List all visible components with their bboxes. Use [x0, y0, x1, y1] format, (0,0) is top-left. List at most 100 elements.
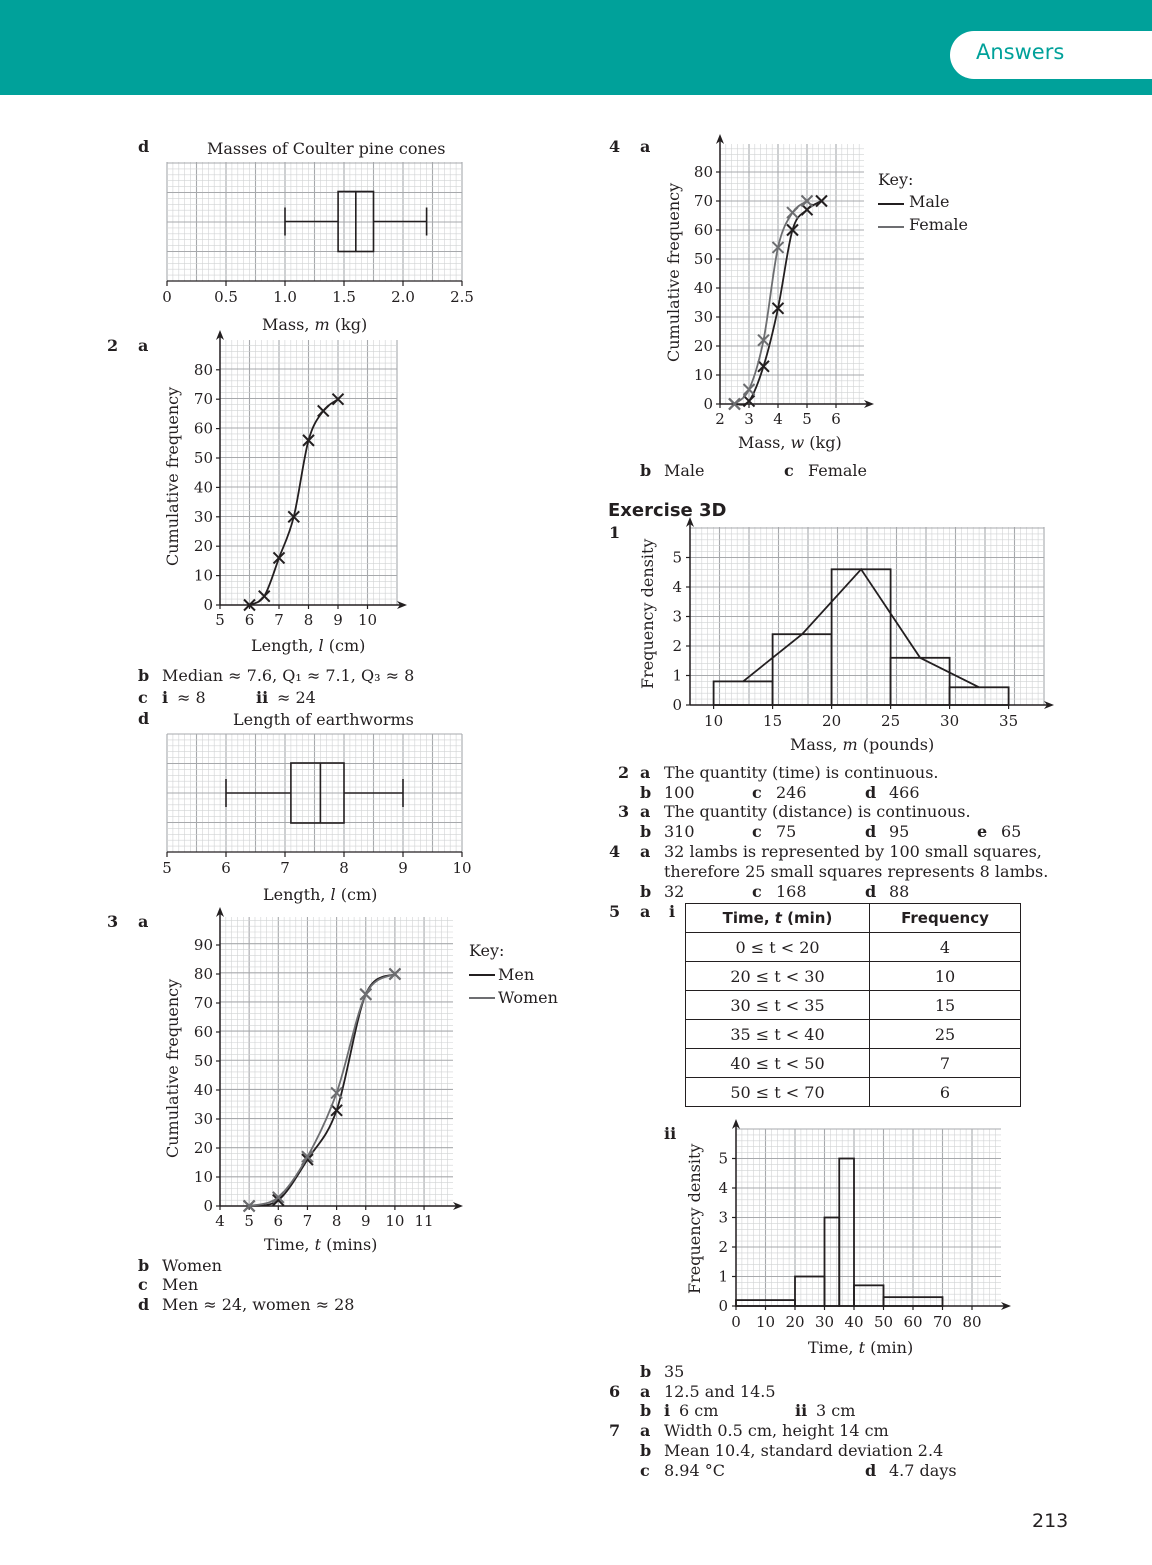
data-point [330, 1086, 343, 1100]
x-tick-label: 35 [999, 712, 1018, 730]
x-tick-label: 9 [398, 859, 408, 877]
ex4-number: 4 [609, 842, 621, 861]
series-curve-female [733, 200, 808, 405]
q3-key-title: Key: [469, 941, 505, 960]
ex2-d-text: 466 [889, 783, 920, 802]
q2-c-i-answer: ≈ 8 [177, 688, 206, 707]
ex6-number: 6 [609, 1382, 621, 1401]
hist2-xlabel: Time, t (min) [808, 1338, 914, 1357]
table-header-frequency: Frequency [869, 903, 1021, 933]
ex4-b: b [640, 882, 652, 901]
q2-c-ii: ii [256, 688, 269, 707]
y-tick-label: 5 [718, 1150, 728, 1168]
ex6-b-ii-text: 3 cm [816, 1401, 856, 1420]
y-tick-label: 70 [194, 390, 213, 408]
ex6-a: a [640, 1382, 651, 1401]
table-cell-interval: 30 ≤ t < 35 [685, 990, 870, 1020]
chart-grid [219, 917, 453, 1207]
table-row: 35 ≤ t < 40 25 [685, 1019, 1021, 1049]
data-point [800, 194, 814, 208]
y-tick-label: 1 [672, 667, 682, 685]
key-men-label: Men [498, 965, 535, 984]
ex2-b: b [640, 783, 652, 802]
x-tick-label: 11 [415, 1212, 434, 1230]
q2-c-ii-answer: ≈ 24 [277, 688, 316, 707]
earthworm-ylabel: Cumulative frequency [163, 386, 182, 566]
table-cell-interval: 35 ≤ t < 40 [685, 1019, 870, 1049]
x-axis-arrow [453, 1202, 463, 1210]
ex3-c: c [752, 822, 762, 841]
x-tick-label: 8 [304, 611, 314, 629]
key-female-label: Female [909, 215, 968, 234]
data-point [272, 551, 286, 565]
ex4-a-line1: 32 lambs is represented by 100 small squ… [664, 842, 1042, 861]
data-point [331, 392, 345, 406]
data-point [742, 394, 756, 408]
x-tick-label: 9 [361, 1212, 371, 1230]
key-men-swatch [469, 974, 495, 976]
chart-grid [735, 1128, 1001, 1307]
x-tick-label: 9 [333, 611, 343, 629]
q4-c-answer: Female [808, 461, 867, 480]
ex3-b-text: 310 [664, 822, 695, 841]
y-tick-label: 10 [194, 1168, 213, 1186]
x-tick-label: 10 [452, 859, 471, 877]
key-women-swatch [469, 997, 495, 999]
data-point [728, 397, 741, 411]
x-tick-label: 3 [744, 410, 754, 428]
y-axis-arrow [716, 134, 724, 144]
ex6-b-i: i [664, 1401, 671, 1420]
ex4-c-text: 168 [776, 882, 807, 901]
q4-part-c: c [784, 461, 794, 480]
y-tick-label: 2 [672, 637, 682, 655]
ex6-b-i-text: 6 cm [679, 1401, 719, 1420]
y-axis-arrow [216, 907, 224, 917]
ex7-a: a [640, 1421, 651, 1440]
y-tick-label: 30 [194, 1110, 213, 1128]
key-male-label: Male [909, 192, 950, 211]
ex3-d: d [865, 822, 877, 841]
ex2-a: a [640, 763, 651, 782]
x-tick-label: 0.5 [214, 288, 238, 306]
y-tick-label: 70 [194, 994, 213, 1012]
x-axis-arrow [864, 400, 874, 408]
x-tick-label: 10 [756, 1313, 775, 1331]
chart-title-pinecones: Masses of Coulter pine cones [207, 139, 446, 158]
y-axis-arrow [216, 330, 224, 340]
ex4-b-text: 32 [664, 882, 685, 901]
frequency-table: Time, t (min) Frequency 0 ≤ t < 20 4 20 ≤… [685, 903, 1021, 1107]
key-female-swatch [878, 226, 904, 228]
y-tick-label: 70 [694, 192, 713, 210]
chart-grid [166, 162, 463, 282]
data-point [757, 333, 770, 347]
data-point [317, 404, 330, 418]
y-tick-label: 3 [718, 1209, 728, 1227]
q2-c-i: i [162, 688, 169, 707]
table-cell-interval: 20 ≤ t < 30 [685, 961, 870, 991]
data-point [258, 589, 271, 603]
pinecones-xlabel: Mass, m (kg) [262, 315, 368, 334]
hist1-xlabel: Mass, m (pounds) [790, 735, 935, 754]
ex4-a: a [640, 842, 651, 861]
data-point [742, 383, 756, 396]
box [290, 762, 345, 824]
y-axis-arrow [686, 517, 694, 527]
ex3-b: b [640, 822, 652, 841]
x-axis-arrow [397, 601, 407, 609]
histogram-bar [853, 1284, 885, 1307]
y-tick-label: 1 [718, 1268, 728, 1286]
ex6-b: b [640, 1401, 652, 1420]
y-tick-label: 0 [718, 1297, 728, 1315]
ex6-a-text: 12.5 and 14.5 [664, 1382, 776, 1401]
table-cell-frequency: 6 [869, 1077, 1021, 1107]
x-tick-label: 2.0 [391, 288, 415, 306]
data-point [287, 510, 300, 524]
x-tick-label: 4 [215, 1212, 225, 1230]
x-tick-label: 6 [831, 410, 841, 428]
x-tick-label: 30 [815, 1313, 834, 1331]
ex3-a: a [640, 802, 651, 821]
q2-part-a: a [138, 336, 149, 355]
data-point [359, 988, 372, 1001]
ex1-number: 1 [609, 523, 621, 542]
data-point [771, 302, 785, 315]
